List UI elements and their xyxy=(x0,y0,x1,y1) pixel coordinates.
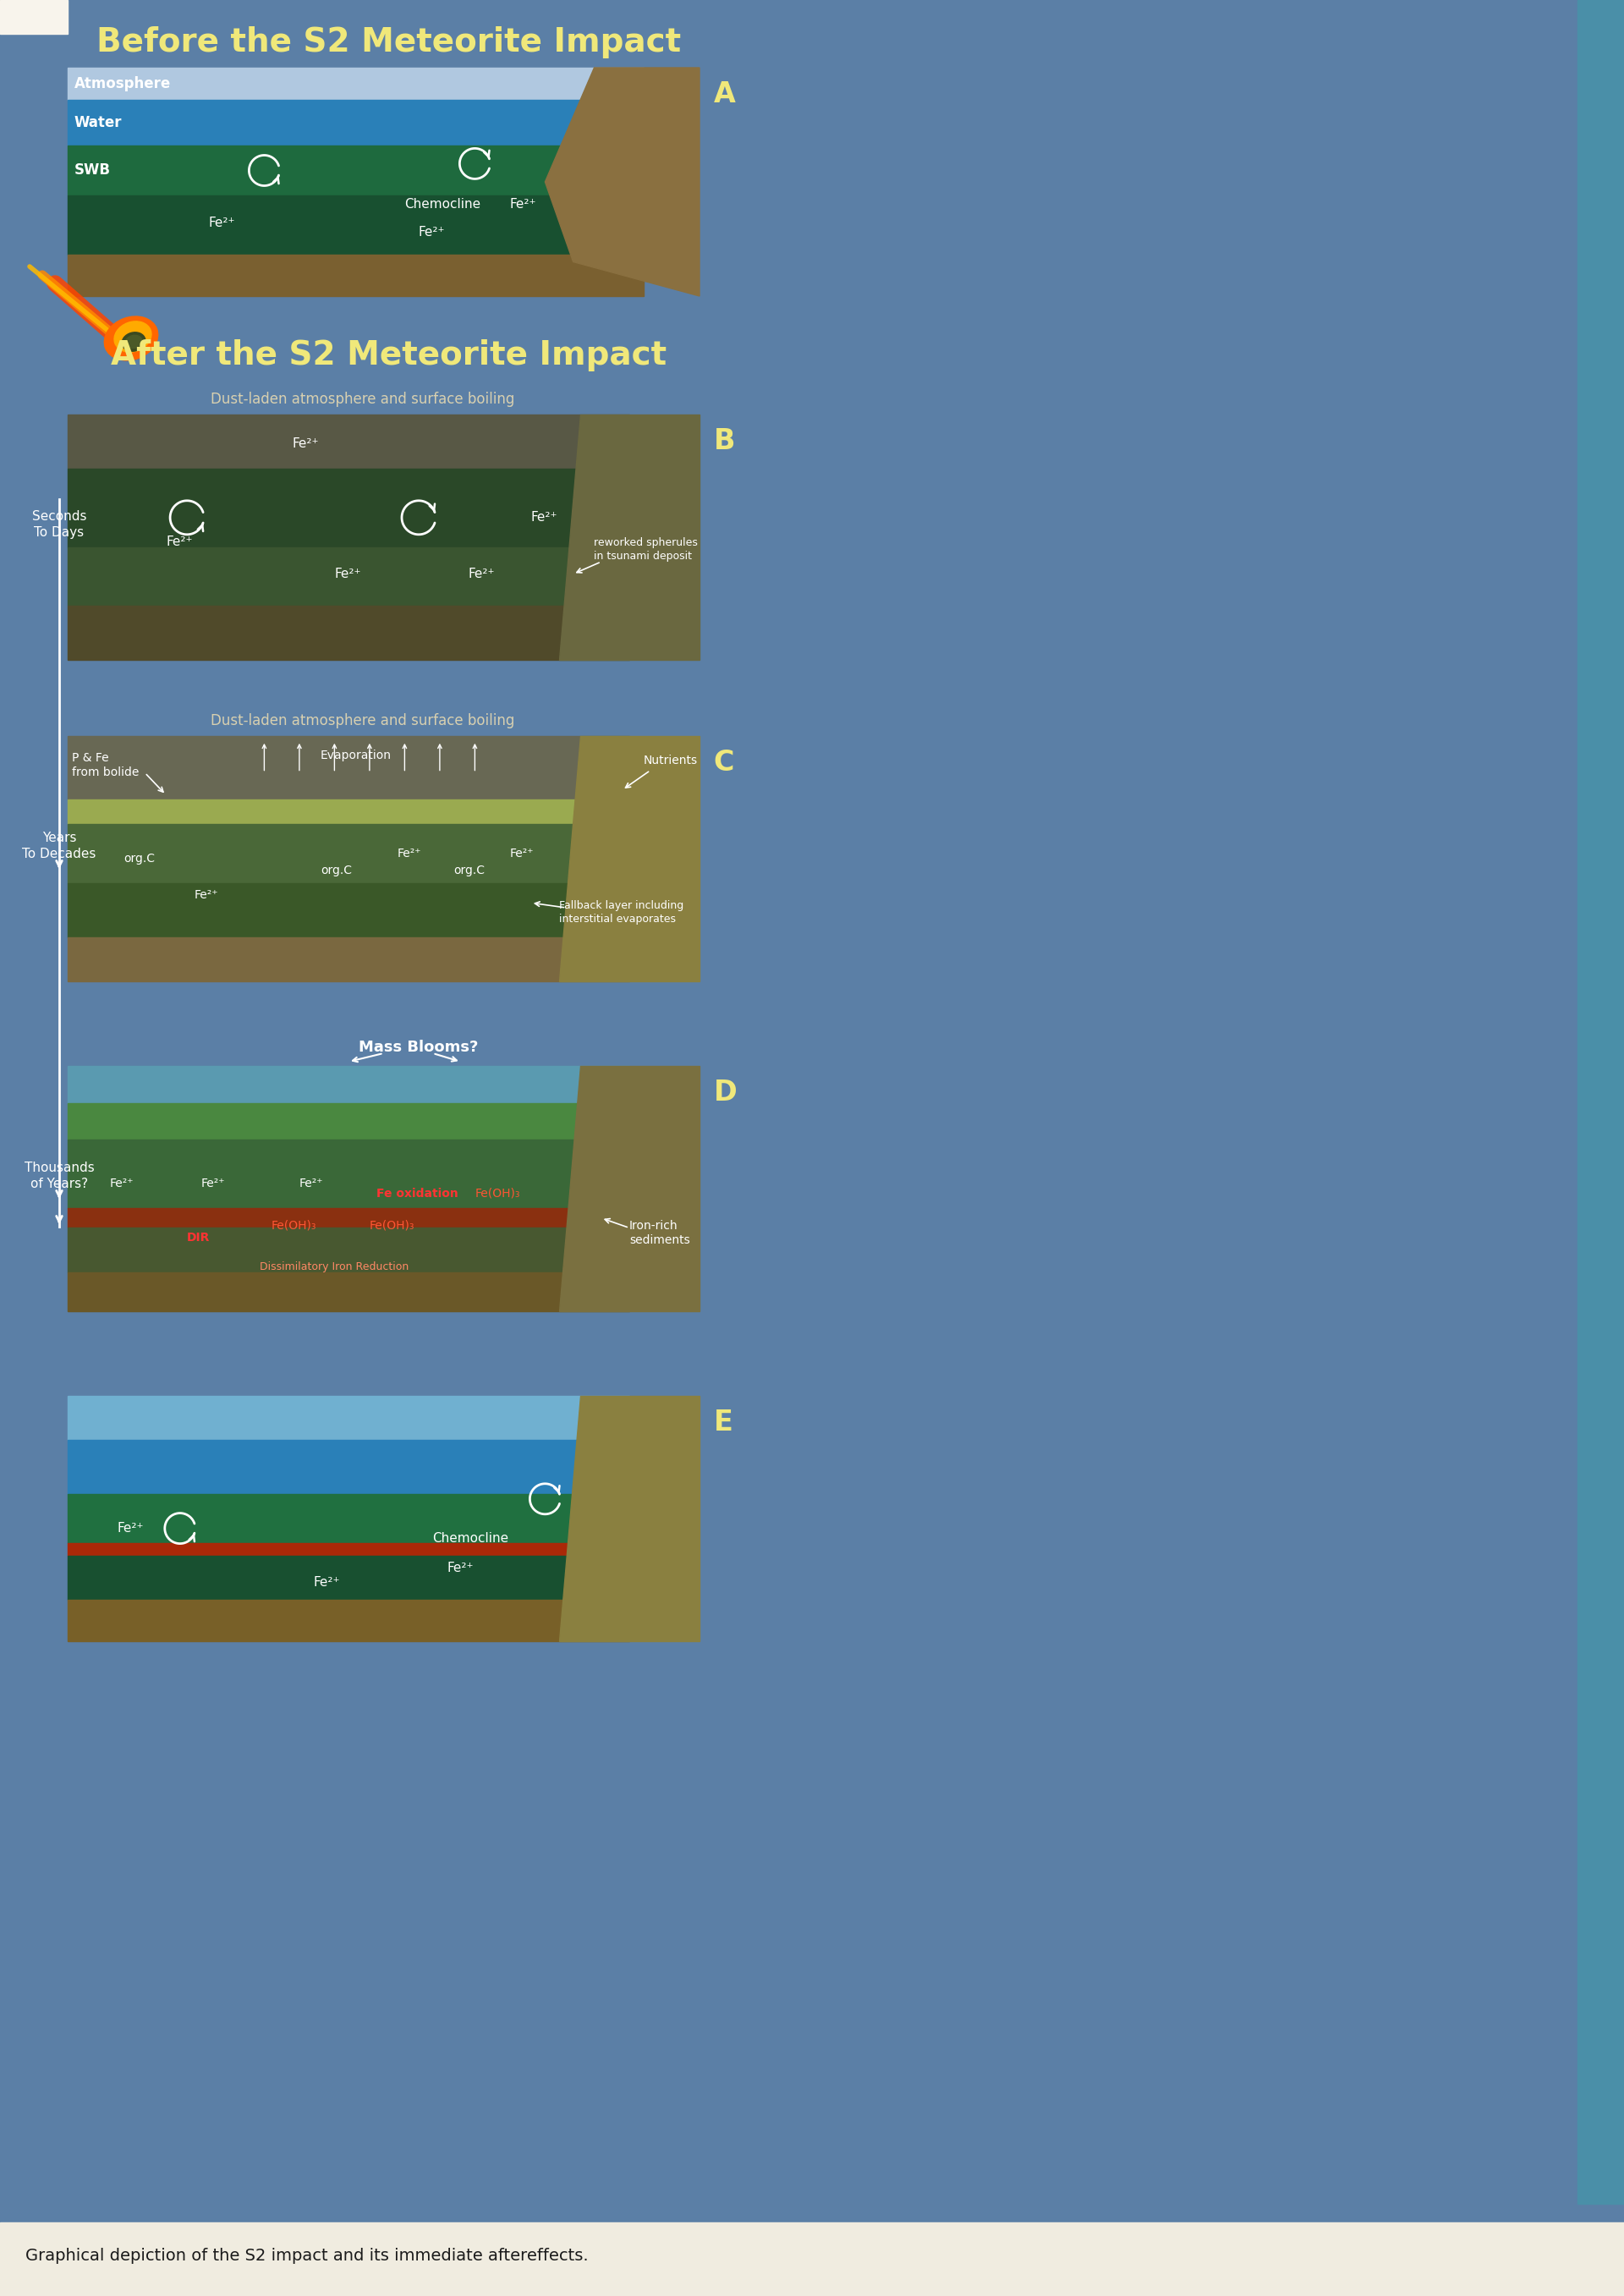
Text: Fe²⁺: Fe²⁺ xyxy=(398,847,422,859)
Text: C: C xyxy=(713,748,734,776)
Text: Fe²⁺: Fe²⁺ xyxy=(292,439,318,450)
Text: Fe(OH)₃: Fe(OH)₃ xyxy=(271,1219,317,1231)
Text: Iron-rich
sediments: Iron-rich sediments xyxy=(630,1219,690,1247)
Bar xyxy=(68,1495,630,1543)
Bar xyxy=(68,1065,630,1102)
Text: Fe²⁺: Fe²⁺ xyxy=(531,512,557,523)
Bar xyxy=(0,2223,1624,2296)
Bar xyxy=(68,99,643,145)
Bar xyxy=(68,824,630,884)
Text: Fe²⁺: Fe²⁺ xyxy=(208,216,235,230)
Bar xyxy=(68,1554,630,1600)
Text: Before the S2 Meteorite Impact: Before the S2 Meteorite Impact xyxy=(97,25,682,57)
Text: Chemocline: Chemocline xyxy=(404,197,481,211)
Bar xyxy=(68,1208,630,1228)
Bar xyxy=(68,1139,630,1208)
Ellipse shape xyxy=(125,335,141,349)
Bar xyxy=(68,1600,630,1642)
Text: Fe²⁺: Fe²⁺ xyxy=(510,847,534,859)
Bar xyxy=(68,606,630,659)
Text: Dissimilatory Iron Reduction: Dissimilatory Iron Reduction xyxy=(260,1261,409,1272)
Text: Fe²⁺: Fe²⁺ xyxy=(110,1178,133,1189)
Ellipse shape xyxy=(104,317,158,360)
Bar xyxy=(68,255,643,296)
Bar xyxy=(68,884,630,937)
Bar xyxy=(68,468,630,546)
Text: Graphical depiction of the S2 impact and its immediate aftereffects.: Graphical depiction of the S2 impact and… xyxy=(26,2248,588,2264)
Text: Fe(OH)₃: Fe(OH)₃ xyxy=(370,1219,414,1231)
Text: Dust-laden atmosphere and surface boiling: Dust-laden atmosphere and surface boilin… xyxy=(211,393,515,406)
Bar xyxy=(68,1440,630,1495)
Text: Fe²⁺: Fe²⁺ xyxy=(201,1178,226,1189)
Bar xyxy=(68,1543,630,1554)
Text: A: A xyxy=(713,80,736,108)
Text: Dust-laden atmosphere and surface boiling: Dust-laden atmosphere and surface boilin… xyxy=(211,714,515,728)
Bar xyxy=(68,145,643,195)
Text: B: B xyxy=(713,427,736,455)
Text: Fe²⁺: Fe²⁺ xyxy=(510,197,536,211)
Text: Chemocline: Chemocline xyxy=(432,1531,508,1545)
Text: After the S2 Meteorite Impact: After the S2 Meteorite Impact xyxy=(110,340,667,372)
Text: Thousands
of Years?: Thousands of Years? xyxy=(24,1162,94,1192)
Text: Evaporation: Evaporation xyxy=(320,751,391,762)
Text: Fe(OH)₃: Fe(OH)₃ xyxy=(474,1187,520,1199)
Bar xyxy=(68,195,643,255)
Bar xyxy=(1577,0,1624,2204)
Ellipse shape xyxy=(122,333,145,351)
Text: DIR: DIR xyxy=(187,1231,209,1244)
Text: Fallback layer including
interstitial evaporates: Fallback layer including interstitial ev… xyxy=(559,900,684,925)
Text: P & Fe
from bolide: P & Fe from bolide xyxy=(71,753,140,778)
Text: Fe²⁺: Fe²⁺ xyxy=(117,1522,143,1534)
Text: Water: Water xyxy=(75,115,122,131)
Bar xyxy=(68,1228,630,1272)
Text: Fe²⁺: Fe²⁺ xyxy=(299,1178,323,1189)
Text: SWB: SWB xyxy=(75,163,110,179)
Bar xyxy=(68,1396,630,1440)
Polygon shape xyxy=(559,1065,700,1311)
Text: Fe oxidation: Fe oxidation xyxy=(377,1187,458,1199)
Text: E: E xyxy=(713,1407,732,1437)
Bar xyxy=(0,0,68,34)
Bar xyxy=(68,737,630,799)
Text: Nutrients: Nutrients xyxy=(643,755,698,767)
Text: Fe²⁺: Fe²⁺ xyxy=(447,1561,474,1575)
Text: org.C: org.C xyxy=(320,866,352,877)
Text: reworked spherules
in tsunami deposit: reworked spherules in tsunami deposit xyxy=(594,537,698,560)
Text: org.C: org.C xyxy=(453,866,486,877)
Text: org.C: org.C xyxy=(123,852,156,866)
Text: Fe²⁺: Fe²⁺ xyxy=(313,1575,339,1589)
Bar xyxy=(68,1272,630,1311)
Text: Fe²⁺: Fe²⁺ xyxy=(335,567,361,581)
Bar xyxy=(68,1102,630,1139)
Text: Mass Blooms?: Mass Blooms? xyxy=(359,1040,479,1054)
Bar xyxy=(68,67,643,99)
Bar xyxy=(68,937,630,980)
Text: Fe²⁺: Fe²⁺ xyxy=(166,535,193,549)
Ellipse shape xyxy=(114,321,151,351)
Text: Fe²⁺: Fe²⁺ xyxy=(193,889,218,902)
Polygon shape xyxy=(559,1396,700,1642)
Polygon shape xyxy=(559,416,700,659)
Text: Fe²⁺: Fe²⁺ xyxy=(468,567,494,581)
Bar xyxy=(68,799,630,824)
Text: Seconds
To Days: Seconds To Days xyxy=(32,510,86,540)
Bar xyxy=(68,546,630,606)
Text: Fe²⁺: Fe²⁺ xyxy=(419,225,445,239)
Text: Years
To Decades: Years To Decades xyxy=(23,831,96,861)
Polygon shape xyxy=(546,67,700,296)
Text: D: D xyxy=(713,1079,737,1107)
Bar xyxy=(68,416,630,468)
Text: Atmosphere: Atmosphere xyxy=(75,76,171,92)
Polygon shape xyxy=(559,737,700,980)
